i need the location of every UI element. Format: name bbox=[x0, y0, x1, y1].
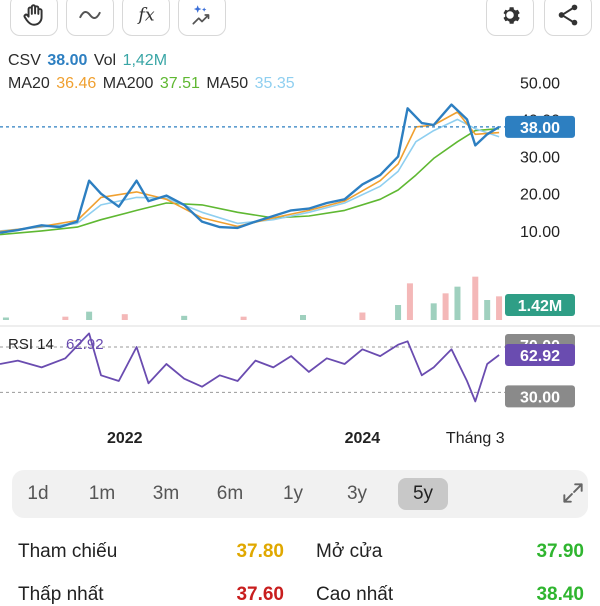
legend-vol-label: Vol bbox=[93, 52, 117, 69]
volume-bar-5 bbox=[240, 316, 247, 320]
legend-ma50-label: MA50 bbox=[206, 75, 249, 92]
volume-bar-13 bbox=[472, 276, 479, 320]
price-tick-label-4: 10.00 bbox=[520, 224, 560, 241]
range-1y[interactable]: 1y bbox=[282, 483, 304, 504]
range-3y[interactable]: 3y bbox=[346, 483, 368, 504]
high-price-label: Cao nhất bbox=[316, 584, 394, 605]
last-price-tag-label: 38.00 bbox=[520, 120, 560, 137]
legend-vol-value: 1,42M bbox=[122, 52, 168, 69]
rsi-line bbox=[0, 332, 500, 403]
range-5y[interactable]: 5y bbox=[398, 478, 448, 510]
x-tick-label-1: 2024 bbox=[345, 430, 381, 447]
price-tick-label-0: 50.00 bbox=[520, 75, 560, 92]
ref-price-value: 37.80 bbox=[236, 541, 284, 562]
chart-toolbar: fx bbox=[0, 0, 600, 40]
price-line bbox=[0, 103, 500, 234]
hand-icon bbox=[23, 4, 43, 26]
volume-bar-2 bbox=[86, 311, 93, 320]
volume-bar-14 bbox=[484, 300, 491, 320]
legend-price: 38.00 bbox=[47, 52, 88, 69]
curve-icon bbox=[79, 11, 101, 19]
function-icon: fx bbox=[136, 5, 154, 25]
ma20-line bbox=[0, 111, 500, 233]
ma50-line bbox=[0, 118, 500, 232]
legend-symbol: CSV bbox=[8, 52, 41, 69]
price-chart[interactable]: 50.0040.0030.0020.0010.0038.001.42M70.00… bbox=[0, 40, 600, 450]
gear-icon bbox=[503, 7, 520, 24]
volume-bar-9 bbox=[406, 283, 413, 320]
hand-tool-button[interactable] bbox=[10, 0, 58, 36]
draw-line-button[interactable] bbox=[66, 0, 114, 36]
volume-bar-7 bbox=[359, 312, 366, 320]
low-price-value: 37.60 bbox=[236, 584, 284, 605]
indicator-function-button[interactable]: fx bbox=[122, 0, 170, 36]
range-1m[interactable]: 1m bbox=[88, 483, 116, 504]
volume-bar-8 bbox=[395, 305, 402, 320]
volume-bar-4 bbox=[181, 315, 188, 320]
volume-bar-12 bbox=[454, 286, 461, 320]
low-price-label: Thấp nhất bbox=[18, 584, 104, 605]
volume-bar-1 bbox=[62, 316, 69, 320]
magic-chart-icon bbox=[192, 5, 210, 25]
time-range-selector: 1d 1m 3m 6m 1y 3y 5y bbox=[12, 470, 588, 518]
ma200-line bbox=[0, 127, 500, 236]
open-price-value: 37.90 bbox=[536, 541, 584, 562]
price-tick-label-3: 20.00 bbox=[520, 187, 560, 204]
volume-bar-15 bbox=[496, 296, 503, 320]
last-price-tag bbox=[505, 115, 575, 138]
expand-icon[interactable] bbox=[560, 480, 586, 506]
legend-ma50-value: 35.35 bbox=[254, 75, 295, 92]
open-price-label: Mở cửa bbox=[316, 541, 383, 562]
volume-tag bbox=[505, 294, 575, 316]
legend-ma200-value: 37.51 bbox=[159, 75, 200, 92]
ai-chart-button[interactable] bbox=[178, 0, 226, 36]
rsi-current-tag bbox=[505, 344, 575, 367]
price-legend: CSV 38.00 Vol 1,42M bbox=[8, 52, 169, 70]
legend-ma20-value: 36.46 bbox=[56, 75, 97, 92]
legend-ma200-label: MA200 bbox=[102, 75, 154, 92]
range-1d[interactable]: 1d bbox=[27, 483, 49, 504]
volume-bar-10 bbox=[430, 303, 437, 320]
settings-button[interactable] bbox=[486, 0, 534, 36]
x-tick-label-2: Tháng 3 bbox=[446, 430, 505, 447]
range-3m[interactable]: 3m bbox=[152, 483, 180, 504]
price-tick-label-2: 30.00 bbox=[520, 150, 560, 167]
volume-tag-label: 1.42M bbox=[518, 298, 562, 315]
high-price-value: 38.40 bbox=[536, 584, 584, 605]
svg-text:fx: fx bbox=[136, 5, 154, 25]
legend-ma20-label: MA20 bbox=[8, 75, 50, 92]
ref-price-label: Tham chiếu bbox=[18, 541, 118, 562]
volume-bar-11 bbox=[442, 293, 449, 320]
share-button[interactable] bbox=[544, 0, 592, 36]
range-6m[interactable]: 6m bbox=[216, 483, 244, 504]
x-tick-label-0: 2022 bbox=[107, 430, 143, 447]
rsi-30-tag bbox=[505, 385, 575, 408]
volume-bar-6 bbox=[300, 315, 306, 320]
volume-bar-0 bbox=[2, 317, 9, 320]
rsi-legend-value: 62.92 bbox=[66, 336, 104, 353]
volume-bar-3 bbox=[121, 314, 128, 320]
rsi-legend-label: RSI 14 bbox=[8, 336, 54, 353]
rsi-current-tag-label: 62.92 bbox=[520, 348, 560, 365]
rsi-30-tag-label: 30.00 bbox=[520, 389, 560, 406]
share-icon bbox=[558, 4, 578, 26]
ma-legend: MA20 36.46 MA200 37.51 MA50 35.35 bbox=[8, 75, 297, 93]
